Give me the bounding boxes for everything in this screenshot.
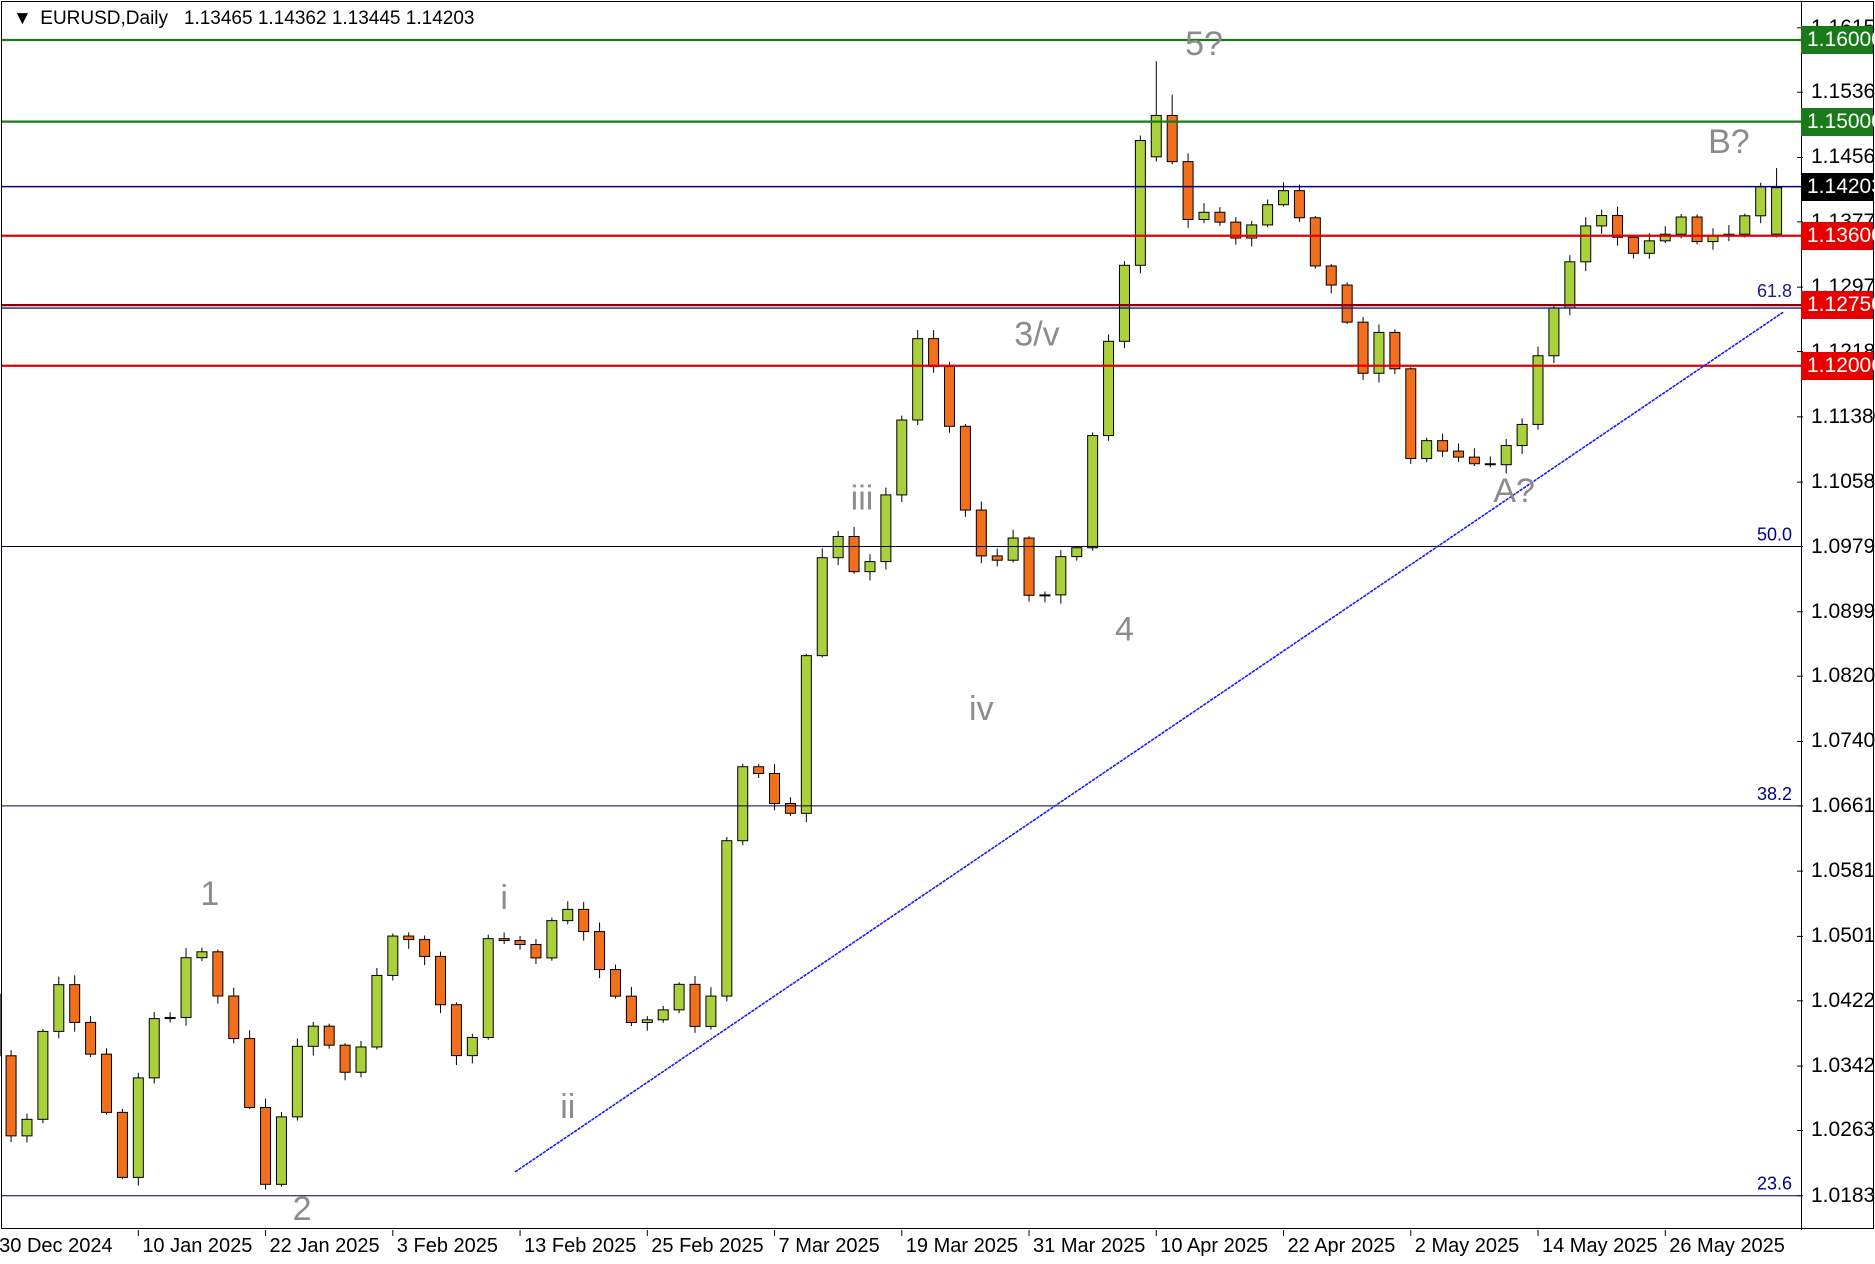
svg-text:61.8: 61.8: [1757, 281, 1792, 301]
svg-text:B?: B?: [1708, 123, 1750, 161]
svg-text:38.2: 38.2: [1757, 784, 1792, 804]
svg-text:A?: A?: [1493, 472, 1535, 510]
svg-text:1: 1: [200, 875, 219, 913]
svg-text:3/v: 3/v: [1014, 316, 1059, 354]
svg-text:23.6: 23.6: [1757, 1174, 1792, 1194]
svg-text:i: i: [500, 879, 508, 917]
svg-text:iii: iii: [851, 480, 874, 518]
svg-text:50.0: 50.0: [1757, 525, 1792, 545]
svg-text:4: 4: [1115, 611, 1134, 649]
svg-text:iv: iv: [969, 690, 994, 728]
svg-text:5?: 5?: [1185, 25, 1223, 63]
svg-text:2: 2: [293, 1190, 312, 1228]
svg-text:ii: ii: [560, 1088, 575, 1126]
